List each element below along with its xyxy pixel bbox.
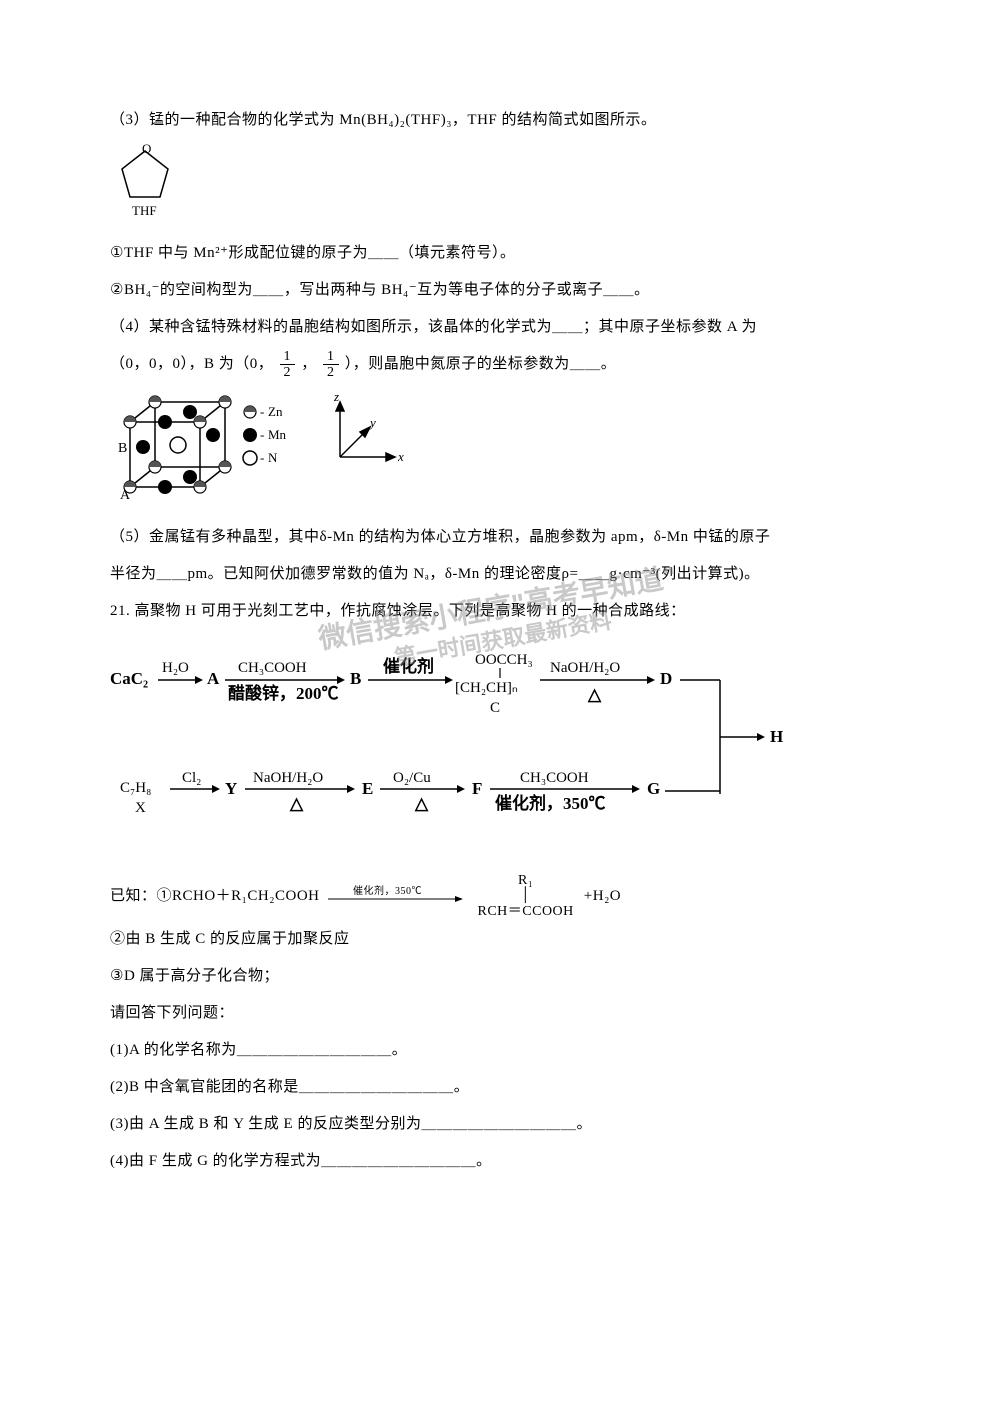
svg-text:X: X: [135, 800, 146, 816]
svg-text:△: △: [289, 794, 304, 813]
axis-y: y: [368, 415, 376, 430]
q4-b-post: ），则晶胞中氮原子的坐标参数为＿＿。: [345, 356, 617, 372]
svg-text:C: C: [490, 700, 500, 716]
q21-known-2: ②由 B 生成 C 的反应属于加聚反应: [110, 923, 882, 956]
axis-z: z: [333, 389, 339, 404]
svg-text:NaOH/H₂O: NaOH/H₂O: [253, 770, 323, 786]
svg-text:E: E: [362, 779, 373, 798]
axis-x: x: [397, 449, 404, 464]
svg-text:△: △: [587, 685, 602, 704]
label-a: A: [120, 488, 131, 502]
svg-text:H₂O: H₂O: [162, 660, 189, 676]
thf-figure: O THF: [110, 143, 882, 231]
q21-a2: (2)B 中含氧官能团的名称是＿＿＿＿＿＿＿＿＿＿。: [110, 1071, 882, 1104]
q21-answer-intro: 请回答下列问题：: [110, 997, 882, 1030]
svg-text:F: F: [472, 779, 482, 798]
legend-zn: -: [260, 404, 264, 419]
svg-text:NaOH/H₂O: NaOH/H₂O: [550, 660, 620, 676]
svg-text:△: △: [414, 794, 429, 813]
q21-known-1: 已知：①RCHO＋R₁CH₂COOH 催化剂，350℃ R₁ │ RCH＝CCO…: [110, 873, 882, 919]
q4-b-pre: （0，0，0），B 为（0，: [110, 356, 273, 372]
svg-text:C₇H₈: C₇H₈: [120, 780, 151, 796]
legend-n: N: [268, 450, 278, 465]
svg-text:-: -: [260, 427, 264, 442]
svg-text:Cl₂: Cl₂: [182, 770, 201, 786]
reaction-scheme: .t { font-family: "SimSun", serif; font-…: [110, 634, 882, 867]
q21-known-3: ③D 属于高分子化合物；: [110, 960, 882, 993]
svg-text:OOCCH₃: OOCCH₃: [475, 652, 533, 668]
svg-text:O: O: [142, 143, 151, 156]
svg-text:G: G: [647, 779, 660, 798]
q3-line: （3）锰的一种配合物的化学式为 Mn(BH₄)₂(THF)₃，THF 的结构简式…: [110, 104, 882, 137]
svg-text:Y: Y: [225, 779, 237, 798]
svg-text:B: B: [350, 669, 361, 688]
svg-text:-: -: [260, 450, 264, 465]
label-b: B: [118, 441, 127, 456]
q3-sub2: ②BH₄⁻的空间构型为＿＿，写出两种与 BH₄⁻互为等电子体的分子或离子＿＿。: [110, 274, 882, 307]
svg-text:A: A: [207, 669, 220, 688]
q5-line-a: （5）金属锰有多种晶型，其中δ-Mn 的结构为体心立方堆积，晶胞参数为 apm，…: [110, 521, 882, 554]
svg-text:D: D: [660, 669, 672, 688]
page-container: （3）锰的一种配合物的化学式为 Mn(BH₄)₂(THF)₃，THF 的结构简式…: [0, 0, 992, 1403]
q5-line-b: 半径为＿＿pm。已知阿伏加德罗常数的值为 Nₐ，δ-Mn 的理论密度ρ=＿＿g·…: [110, 558, 882, 591]
q21-a1: (1)A 的化学名称为＿＿＿＿＿＿＿＿＿＿。: [110, 1034, 882, 1067]
thf-label: THF: [132, 203, 157, 218]
svg-text:催化剂，350℃: 催化剂，350℃: [353, 884, 422, 897]
svg-text:CH₃COOH: CH₃COOH: [520, 770, 589, 786]
q21-intro: 21. 高聚物 H 可用于光刻工艺中，作抗腐蚀涂层。下列是高聚物 H 的一种合成…: [110, 595, 882, 628]
svg-text:[CH₂CH]ₙ: [CH₂CH]ₙ: [455, 680, 518, 696]
q3-sub1: ①THF 中与 Mn²⁺形成配位键的原子为＿＿（填元素符号）。: [110, 237, 882, 270]
svg-text:Zn: Zn: [268, 404, 283, 419]
crystal-figure: A B - Zn - Mn - N z x y: [110, 387, 882, 515]
svg-text:O₂/Cu: O₂/Cu: [393, 770, 431, 786]
legend-mn: Mn: [268, 427, 287, 442]
q4-line-b: （0，0，0），B 为（0， 1 2 ， 1 2 ），则晶胞中氮原子的坐标参数为…: [110, 348, 882, 381]
q4-b-mid: ，: [301, 356, 317, 372]
svg-text:H: H: [770, 727, 783, 746]
fraction-2: 1 2: [323, 349, 339, 381]
svg-text:醋酸锌，200℃: 醋酸锌，200℃: [228, 683, 339, 703]
svg-text:CH₃COOH: CH₃COOH: [238, 660, 307, 676]
q4-line-a: （4）某种含锰特殊材料的晶胞结构如图所示，该晶体的化学式为＿＿；其中原子坐标参数…: [110, 311, 882, 344]
svg-text:催化剂: 催化剂: [383, 656, 434, 676]
q21-a4: (4)由 F 生成 G 的化学方程式为＿＿＿＿＿＿＿＿＿＿。: [110, 1145, 882, 1178]
fraction-1: 1 2: [280, 349, 296, 381]
q21-a3: (3)由 A 生成 B 和 Y 生成 E 的反应类型分别为＿＿＿＿＿＿＿＿＿＿。: [110, 1108, 882, 1141]
svg-text:CaC₂: CaC₂: [110, 669, 148, 688]
svg-text:催化剂，350℃: 催化剂，350℃: [495, 793, 606, 813]
